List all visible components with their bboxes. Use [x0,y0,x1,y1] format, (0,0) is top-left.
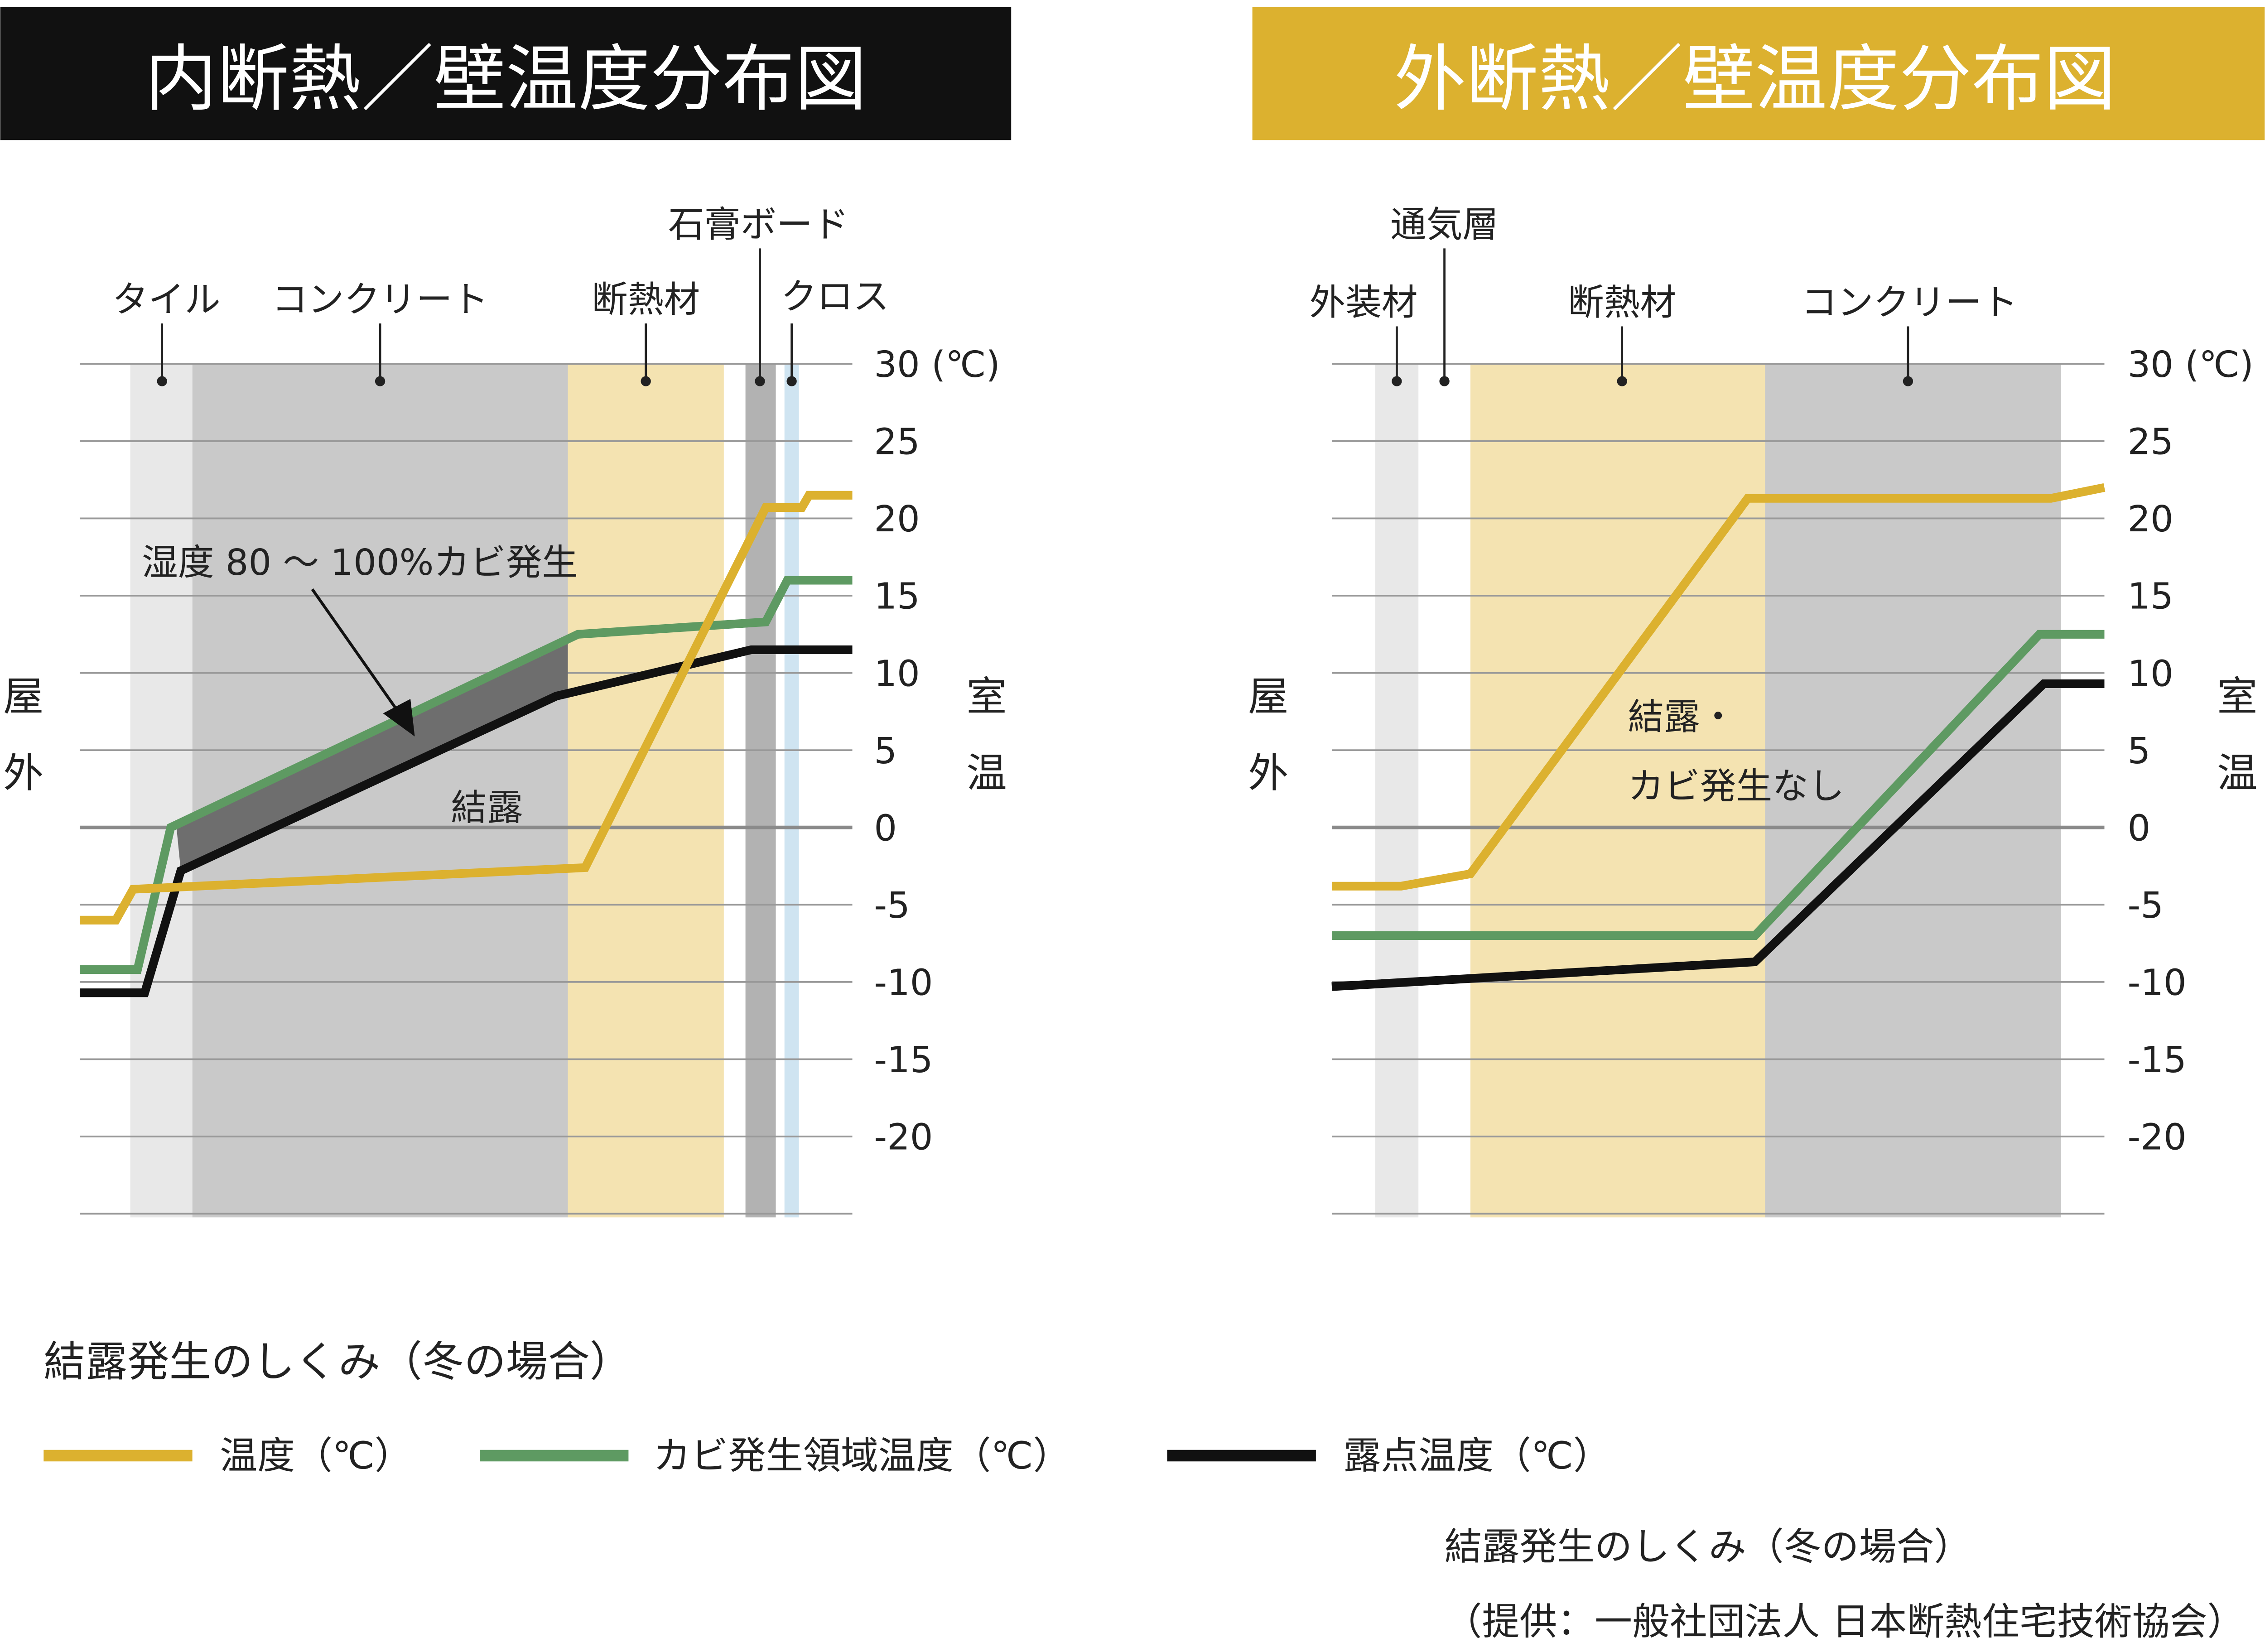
series-line-mold [79,576,853,974]
layer-insulation [1470,364,1765,1218]
y-tick-label: 20 [2127,498,2173,540]
label-gypsum: 石膏ボード [668,203,848,246]
legend-label-dewpoint: 露点温度（℃） [1343,1434,1610,1478]
legend-label-temperature: 温度（℃） [220,1434,412,1478]
left-outside-label-1: 屋 [3,673,43,720]
series-line-dewpoint [79,645,853,997]
mold-region [176,639,568,871]
y-tick-label: 25 [874,421,920,463]
gridlines [79,363,2105,1215]
y-tick-label: 15 [2127,575,2173,617]
layer-cloth [784,364,799,1218]
series-line-temperature [79,491,853,925]
layer-gypsum [745,364,776,1218]
label-tile: タイル [112,279,221,321]
label-vent-layer: 通気層 [1390,203,1499,246]
right-inside-label-2: 温 [2217,750,2257,797]
footer-credit: （提供：一般社団法人 日本断熱住宅技術協会） [1445,1600,2245,1644]
mold-annotation: 湿度 80 ～ 100%カビ発生 [142,541,578,583]
left-title: 内断熱／壁温度分布図 [145,37,867,121]
left-layers [130,364,799,1218]
y-tick-label: 10 [874,652,920,694]
left-layer-labels: タイル コンクリート 断熱材 石膏ボード クロス [112,203,889,386]
y-tick-label: 5 [874,730,897,772]
layer-tile [130,364,193,1218]
right-layers [1375,364,2061,1218]
layer-exterior [1375,364,1419,1218]
y-tick-label: 30 (℃) [874,343,1000,385]
no-condensation-annotation-1: 結露・ [1628,696,1736,738]
label-insulation: 断熱材 [1568,281,1676,323]
y-axis-ticks: 30 (℃) 25 20 15 10 5 0 -5 -10 -15 -20 30 (℃) 25 20 15 1… [874,343,2254,1158]
y-tick-label: 25 [2127,421,2173,463]
series-line-dewpoint [1331,679,2105,991]
series-line-temperature [1331,483,2106,891]
y-tick-label: 30 (℃) [2127,343,2253,385]
y-tick-label: -5 [874,884,910,926]
y-tick-label: -20 [2127,1116,2186,1158]
series-line-mold [1331,630,2105,940]
y-tick-label: -15 [874,1039,933,1081]
label-cloth: クロス [781,275,889,318]
label-concrete: コンクリート [1801,281,2018,323]
layer-concrete [1765,364,2061,1218]
label-exterior: 外装材 [1310,281,1418,323]
y-tick-label: 5 [2127,730,2150,772]
label-concrete: コンクリート [272,279,488,321]
y-tick-label: 0 [2127,807,2150,849]
y-tick-label: -15 [2127,1039,2186,1081]
left-inside-label-1: 室 [966,673,1007,720]
no-condensation-annotation-2: カビ発生なし [1628,765,1844,807]
right-layer-labels: 通気層 外装材 断熱材 コンクリート [1310,203,2018,386]
mold-region-fill [176,639,568,871]
footer-caption: 結露発生のしくみ（冬の場合） [1445,1525,1972,1569]
y-tick-label: 20 [874,498,920,540]
mold-arrow-head [383,698,415,737]
series-lines [79,483,2106,997]
left-title-bar [0,7,1012,140]
condensation-annotation: 結露 [451,787,523,829]
y-tick-label: -10 [2127,961,2186,1003]
left-outside-label-2: 外 [3,750,43,797]
right-inside-label-1: 室 [2217,673,2257,720]
legend-label-mold: カビ発生領域温度（℃） [653,1434,1071,1478]
y-tick-label: -5 [2127,884,2163,926]
right-title-bar [1252,7,2265,140]
left-inside-label-2: 温 [966,750,1007,797]
label-insulation: 断熱材 [592,279,700,321]
right-title: 外断熱／壁温度分布図 [1394,37,2116,121]
legend-heading: 結露発生のしくみ（冬の場合） [43,1337,631,1386]
right-outside-label-2: 外 [1248,750,1288,797]
y-tick-label: 15 [874,575,920,617]
layer-insulation [568,364,724,1218]
y-tick-label: 0 [874,807,897,849]
mold-arrow [311,588,402,716]
y-tick-label: 10 [2127,652,2173,694]
y-tick-label: -20 [874,1116,933,1158]
y-tick-label: -10 [874,961,933,1003]
right-outside-label-1: 屋 [1248,673,1288,720]
